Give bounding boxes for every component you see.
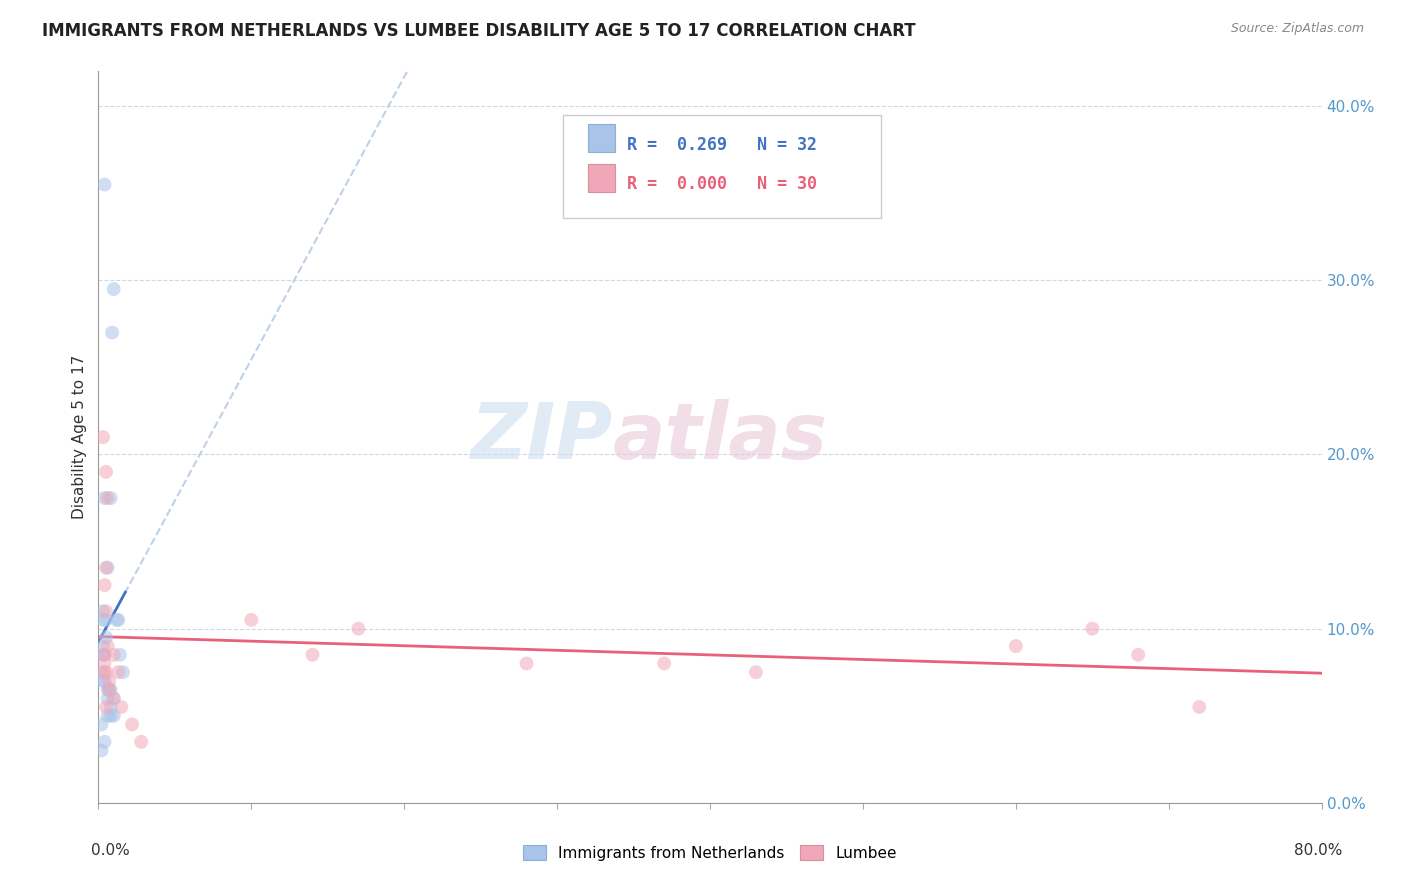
Point — [103, 282, 125, 296]
Point — [103, 708, 125, 723]
Point — [101, 326, 124, 340]
FancyBboxPatch shape — [588, 124, 614, 152]
Point — [103, 691, 125, 706]
Point — [93, 673, 115, 688]
Point — [98, 673, 121, 688]
Point — [1081, 622, 1104, 636]
Point — [111, 665, 134, 680]
Point — [93, 578, 115, 592]
Point — [94, 604, 117, 618]
Point — [94, 560, 117, 574]
Point — [107, 665, 129, 680]
Text: R =  0.269   N = 32: R = 0.269 N = 32 — [627, 136, 817, 153]
Point — [91, 430, 114, 444]
Point — [98, 682, 121, 697]
Text: atlas: atlas — [612, 399, 827, 475]
Point — [93, 657, 115, 671]
Point — [103, 691, 125, 706]
Point — [129, 735, 152, 749]
Point — [100, 708, 122, 723]
Point — [121, 717, 143, 731]
Point — [97, 639, 120, 653]
Point — [91, 639, 114, 653]
Point — [91, 613, 114, 627]
Point — [110, 700, 132, 714]
Point — [94, 665, 117, 680]
Point — [240, 613, 263, 627]
Point — [94, 631, 117, 645]
Legend: Immigrants from Netherlands, Lumbee: Immigrants from Netherlands, Lumbee — [516, 837, 904, 868]
Point — [91, 648, 114, 662]
Point — [103, 648, 125, 662]
Y-axis label: Disability Age 5 to 17: Disability Age 5 to 17 — [72, 355, 87, 519]
FancyBboxPatch shape — [564, 115, 882, 218]
Point — [93, 178, 115, 192]
Point — [652, 657, 675, 671]
Point — [347, 622, 370, 636]
Point — [745, 665, 768, 680]
Point — [1128, 648, 1150, 662]
Text: 0.0%: 0.0% — [91, 843, 131, 858]
Text: Source: ZipAtlas.com: Source: ZipAtlas.com — [1230, 22, 1364, 36]
Point — [100, 700, 122, 714]
Point — [97, 491, 120, 505]
Point — [94, 465, 117, 479]
Point — [1188, 700, 1211, 714]
Text: R =  0.000   N = 30: R = 0.000 N = 30 — [627, 175, 817, 194]
Point — [91, 604, 114, 618]
Point — [1004, 639, 1026, 653]
Point — [91, 673, 114, 688]
Point — [93, 665, 115, 680]
Point — [94, 613, 117, 627]
Text: IMMIGRANTS FROM NETHERLANDS VS LUMBEE DISABILITY AGE 5 TO 17 CORRELATION CHART: IMMIGRANTS FROM NETHERLANDS VS LUMBEE DI… — [42, 22, 915, 40]
Point — [98, 682, 121, 697]
Point — [100, 682, 122, 697]
Point — [108, 648, 131, 662]
Point — [301, 648, 323, 662]
FancyBboxPatch shape — [588, 164, 614, 192]
Point — [91, 665, 114, 680]
Point — [97, 708, 120, 723]
Text: ZIP: ZIP — [470, 399, 612, 475]
Point — [93, 648, 115, 662]
Point — [105, 613, 128, 627]
Point — [93, 735, 115, 749]
Point — [97, 560, 120, 574]
Point — [97, 682, 120, 697]
Point — [100, 491, 122, 505]
Point — [97, 691, 120, 706]
Point — [516, 657, 538, 671]
Point — [90, 717, 112, 731]
Point — [93, 491, 115, 505]
Point — [93, 648, 115, 662]
Point — [90, 743, 112, 757]
Point — [94, 700, 117, 714]
Point — [107, 613, 129, 627]
Text: 80.0%: 80.0% — [1295, 843, 1343, 858]
